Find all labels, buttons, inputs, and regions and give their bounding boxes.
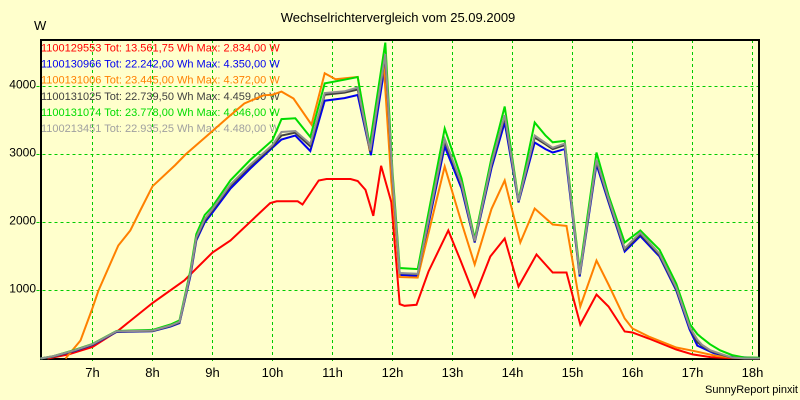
svg-text:4000: 4000 <box>9 78 36 92</box>
svg-text:1100130966 Tot: 22.242,00 Wh M: 1100130966 Tot: 22.242,00 Wh Max: 4.350,… <box>41 59 280 71</box>
svg-text:12h: 12h <box>382 365 404 380</box>
svg-text:1100129553 Tot: 13.561,75 Wh M: 1100129553 Tot: 13.561,75 Wh Max: 2.834,… <box>41 43 280 55</box>
svg-text:W: W <box>34 18 47 33</box>
svg-text:15h: 15h <box>562 365 584 380</box>
svg-text:1000: 1000 <box>9 282 36 296</box>
svg-text:1100131074 Tot: 23.778,00 Wh M: 1100131074 Tot: 23.778,00 Wh Max: 4.646,… <box>41 107 280 119</box>
svg-text:17h: 17h <box>682 365 704 380</box>
svg-text:2000: 2000 <box>9 214 36 228</box>
svg-text:1100131006 Tot: 23.445,00 Wh M: 1100131006 Tot: 23.445,00 Wh Max: 4.372,… <box>41 75 280 87</box>
svg-text:1100213451 Tot: 22.935,25 Wh M: 1100213451 Tot: 22.935,25 Wh Max: 4.480,… <box>41 123 280 135</box>
svg-text:18h: 18h <box>742 365 764 380</box>
svg-text:1100131025 Tot: 22.739,50 Wh M: 1100131025 Tot: 22.739,50 Wh Max: 4.459,… <box>41 91 280 103</box>
svg-text:3000: 3000 <box>9 146 36 160</box>
svg-text:8h: 8h <box>145 365 159 380</box>
svg-text:SunnyReport pinxit: SunnyReport pinxit <box>705 384 798 396</box>
svg-text:14h: 14h <box>502 365 524 380</box>
svg-text:11h: 11h <box>322 365 343 380</box>
svg-text:16h: 16h <box>622 365 644 380</box>
svg-text:9h: 9h <box>205 365 219 380</box>
svg-text:Wechselrichtervergleich vom 25: Wechselrichtervergleich vom 25.09.2009 <box>281 10 516 25</box>
svg-text:7h: 7h <box>85 365 99 380</box>
svg-text:13h: 13h <box>442 365 464 380</box>
svg-text:10h: 10h <box>262 365 284 380</box>
